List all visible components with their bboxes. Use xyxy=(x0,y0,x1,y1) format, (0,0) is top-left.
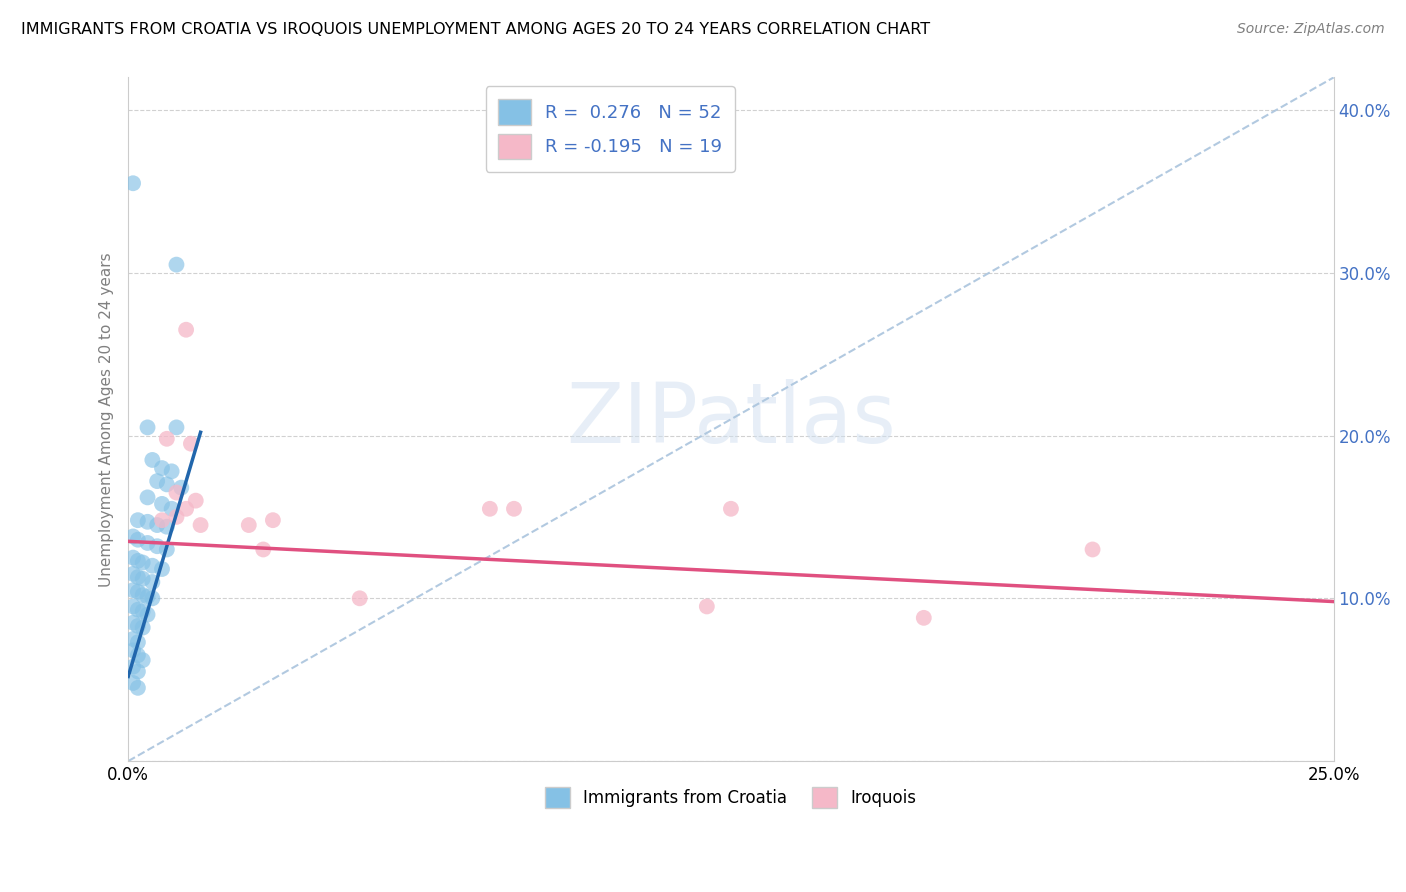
Point xyxy=(122,583,145,598)
Point xyxy=(146,518,169,533)
Point xyxy=(156,542,179,557)
Point xyxy=(184,493,207,508)
Point xyxy=(503,501,526,516)
Point xyxy=(174,501,197,516)
Point xyxy=(132,572,155,586)
Point xyxy=(150,562,173,576)
Point xyxy=(146,539,169,553)
Point xyxy=(127,619,149,633)
Point xyxy=(132,604,155,618)
Point xyxy=(136,590,159,604)
Point xyxy=(122,566,145,581)
Point xyxy=(478,501,501,516)
Text: ZIPatlas: ZIPatlas xyxy=(567,379,896,459)
Point xyxy=(141,453,163,467)
Point xyxy=(122,643,145,657)
Point xyxy=(349,591,371,606)
Point xyxy=(122,176,145,190)
Y-axis label: Unemployment Among Ages 20 to 24 years: Unemployment Among Ages 20 to 24 years xyxy=(100,252,114,587)
Point xyxy=(166,420,188,434)
Point xyxy=(156,432,179,446)
Point xyxy=(136,491,159,505)
Point xyxy=(122,632,145,646)
Point xyxy=(150,497,173,511)
Point xyxy=(190,518,212,533)
Point xyxy=(166,485,188,500)
Point xyxy=(262,513,284,527)
Point xyxy=(136,515,159,529)
Point xyxy=(122,550,145,565)
Point xyxy=(160,501,183,516)
Point xyxy=(127,648,149,663)
Point xyxy=(252,542,274,557)
Point xyxy=(127,603,149,617)
Point xyxy=(127,513,149,527)
Point xyxy=(1081,542,1104,557)
Point xyxy=(127,554,149,568)
Point xyxy=(720,501,742,516)
Point xyxy=(141,558,163,573)
Legend: Immigrants from Croatia, Iroquois: Immigrants from Croatia, Iroquois xyxy=(538,780,924,814)
Point xyxy=(122,529,145,543)
Point xyxy=(696,599,718,614)
Point xyxy=(132,556,155,570)
Point xyxy=(122,676,145,690)
Point xyxy=(150,513,173,527)
Point xyxy=(127,584,149,599)
Point xyxy=(127,533,149,547)
Point xyxy=(132,653,155,667)
Point xyxy=(166,258,188,272)
Point xyxy=(912,611,935,625)
Text: IMMIGRANTS FROM CROATIA VS IROQUOIS UNEMPLOYMENT AMONG AGES 20 TO 24 YEARS CORRE: IMMIGRANTS FROM CROATIA VS IROQUOIS UNEM… xyxy=(21,22,931,37)
Point xyxy=(127,665,149,679)
Point xyxy=(127,635,149,649)
Point xyxy=(160,464,183,478)
Point xyxy=(238,518,260,533)
Point xyxy=(127,570,149,584)
Point xyxy=(141,591,163,606)
Point xyxy=(136,420,159,434)
Point xyxy=(132,621,155,635)
Point xyxy=(127,681,149,695)
Point xyxy=(122,659,145,673)
Point xyxy=(122,615,145,630)
Text: Source: ZipAtlas.com: Source: ZipAtlas.com xyxy=(1237,22,1385,37)
Point xyxy=(146,474,169,488)
Point xyxy=(156,519,179,533)
Point xyxy=(136,607,159,622)
Point xyxy=(150,461,173,475)
Point xyxy=(141,574,163,589)
Point xyxy=(122,599,145,614)
Point xyxy=(132,588,155,602)
Point xyxy=(156,477,179,491)
Point xyxy=(174,323,197,337)
Point xyxy=(180,436,202,450)
Point xyxy=(166,510,188,524)
Point xyxy=(170,481,193,495)
Point xyxy=(136,536,159,550)
